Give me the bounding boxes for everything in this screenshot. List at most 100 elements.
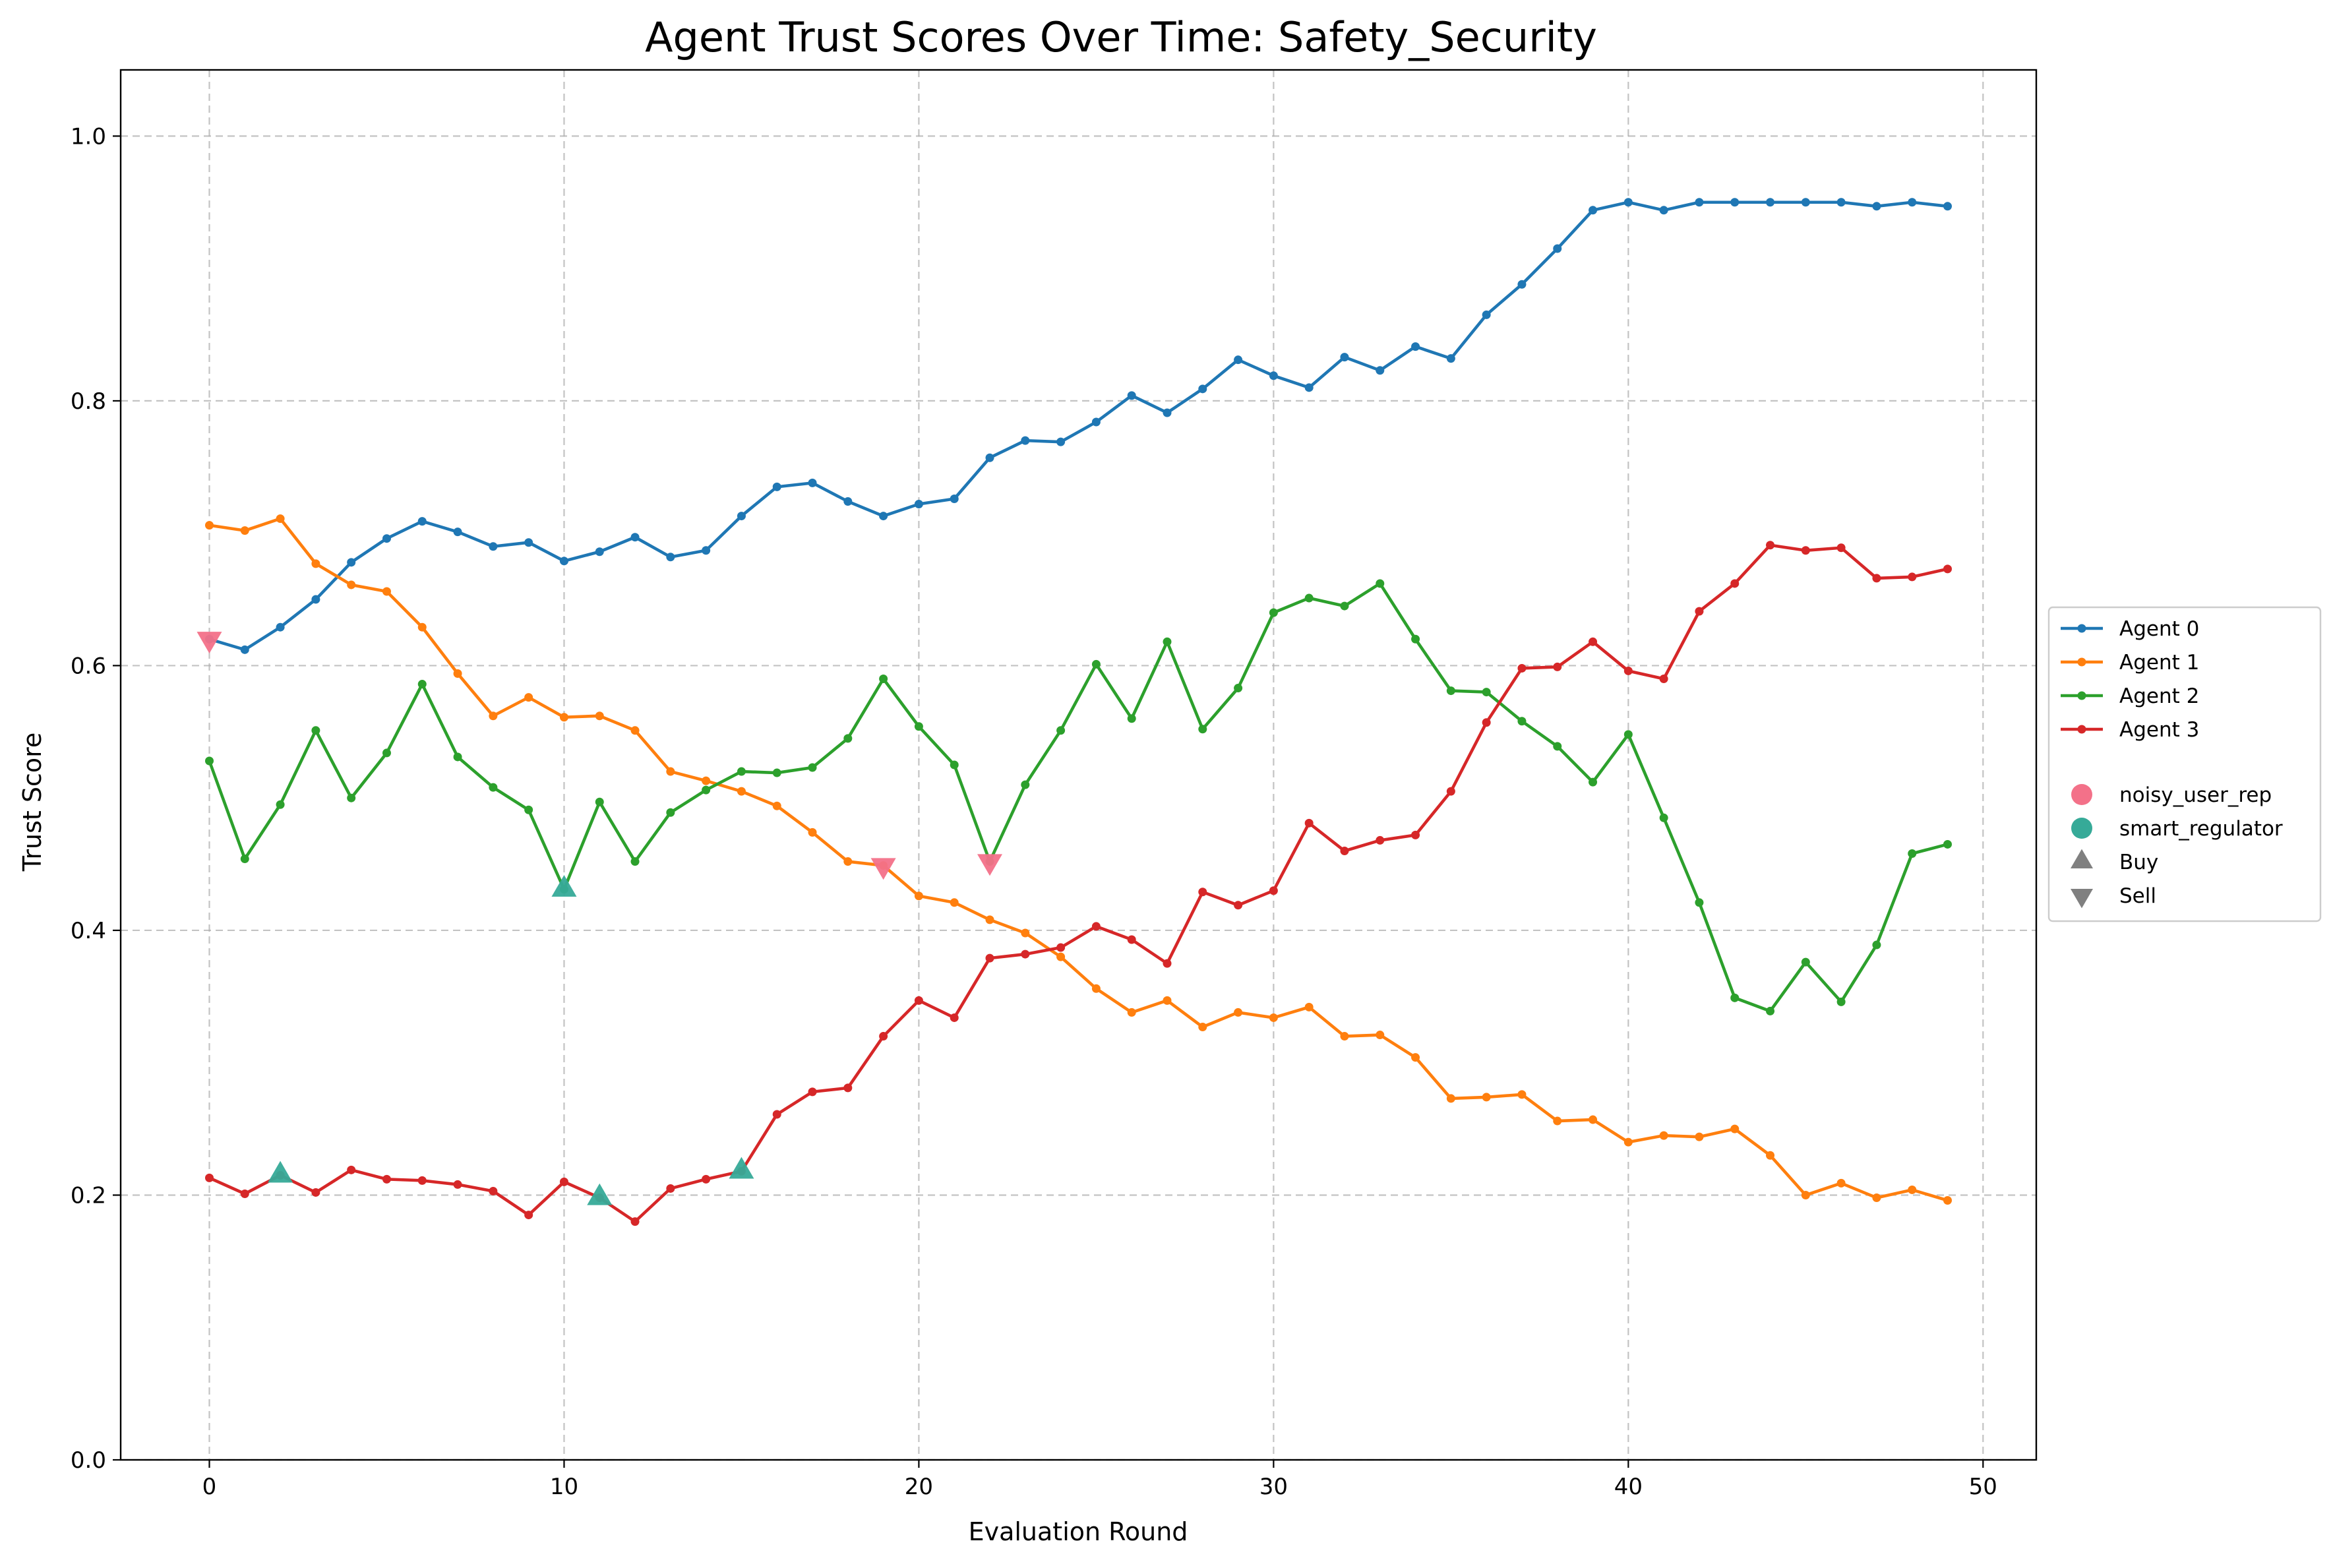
data-point-agent-1 — [204, 521, 214, 530]
legend-label-sell: Sell — [2119, 884, 2156, 908]
data-point-agent-2 — [666, 808, 675, 817]
data-point-agent-0 — [1446, 354, 1455, 363]
y-axis-label: Trust Score — [18, 733, 47, 872]
sell-marker-noisy-user-rep — [870, 858, 896, 880]
data-point-agent-2 — [1198, 725, 1207, 734]
data-point-agent-0 — [595, 547, 604, 557]
data-point-agent-1 — [1943, 1196, 1953, 1205]
data-point-agent-1 — [595, 711, 604, 721]
data-point-agent-2 — [1836, 997, 1846, 1006]
data-point-agent-0 — [914, 499, 923, 508]
data-point-agent-3 — [453, 1180, 462, 1189]
sell-marker-noisy-user-rep — [197, 632, 222, 653]
data-point-agent-2 — [1517, 717, 1527, 726]
data-point-agent-2 — [737, 767, 746, 776]
data-point-agent-0 — [1091, 417, 1101, 427]
data-point-agent-1 — [489, 711, 498, 721]
data-point-agent-2 — [1908, 849, 1917, 859]
data-point-agent-3 — [772, 1110, 781, 1119]
data-point-agent-2 — [1872, 940, 1881, 950]
data-point-agent-1 — [843, 857, 853, 866]
data-point-agent-2 — [1021, 780, 1030, 789]
data-point-agent-0 — [347, 558, 356, 567]
data-point-agent-3 — [347, 1165, 356, 1174]
buy-marker-smart-regulator — [268, 1161, 293, 1183]
data-point-agent-1 — [1908, 1185, 1917, 1194]
data-point-agent-0 — [1801, 198, 1810, 207]
legend-point-agent-2 — [2077, 691, 2086, 700]
data-point-agent-1 — [702, 776, 711, 785]
data-point-agent-2 — [524, 805, 533, 814]
legend-point-agent-3 — [2077, 725, 2086, 734]
data-point-agent-0 — [985, 453, 994, 462]
data-point-agent-1 — [417, 622, 427, 632]
data-point-agent-1 — [1589, 1115, 1598, 1124]
data-point-agent-1 — [1091, 984, 1101, 993]
data-point-agent-2 — [1340, 601, 1349, 611]
data-point-agent-1 — [1553, 1116, 1562, 1126]
data-point-agent-2 — [1730, 993, 1740, 1002]
data-point-agent-0 — [1943, 202, 1953, 211]
data-point-agent-0 — [1659, 206, 1668, 215]
data-point-agent-2 — [843, 734, 853, 743]
data-point-agent-3 — [1376, 835, 1385, 845]
data-point-agent-1 — [1127, 1008, 1136, 1017]
data-point-agent-0 — [1695, 198, 1704, 207]
data-point-agent-1 — [1836, 1178, 1846, 1188]
data-point-agent-0 — [808, 478, 817, 487]
y-tick-label: 0.6 — [71, 653, 106, 679]
data-point-agent-1 — [1056, 952, 1066, 961]
data-point-agent-2 — [772, 768, 781, 777]
data-point-agent-0 — [772, 482, 781, 491]
data-point-agent-3 — [914, 996, 923, 1005]
data-point-agent-3 — [1908, 572, 1917, 582]
data-point-agent-1 — [1695, 1132, 1704, 1141]
data-point-agent-3 — [1269, 886, 1278, 895]
data-point-agent-3 — [879, 1032, 888, 1041]
buy-marker-smart-regulator — [551, 874, 577, 897]
data-point-agent-1 — [276, 514, 285, 524]
data-point-agent-1 — [524, 693, 533, 702]
data-point-agent-3 — [808, 1087, 817, 1097]
trade-markers — [197, 632, 1003, 1205]
data-point-agent-0 — [559, 557, 568, 566]
data-point-agent-3 — [985, 953, 994, 963]
data-point-agent-0 — [1411, 342, 1420, 351]
legend-label-agent-0: Agent 0 — [2119, 617, 2199, 641]
data-point-agent-1 — [1623, 1137, 1633, 1147]
data-point-agent-0 — [1730, 198, 1740, 207]
data-point-agent-0 — [453, 528, 462, 537]
data-point-agent-3 — [417, 1176, 427, 1185]
data-point-agent-1 — [985, 915, 994, 924]
data-point-agent-2 — [347, 793, 356, 802]
data-point-agent-2 — [1056, 726, 1066, 735]
data-point-agent-2 — [1766, 1006, 1775, 1015]
data-point-agent-3 — [1340, 846, 1349, 855]
data-point-agent-1 — [347, 580, 356, 589]
data-point-agent-1 — [914, 891, 923, 901]
data-point-agent-3 — [1234, 901, 1243, 910]
data-point-agent-3 — [1659, 675, 1668, 684]
data-point-agent-1 — [1198, 1023, 1207, 1032]
data-point-agent-0 — [1340, 353, 1349, 362]
data-point-agent-3 — [1163, 959, 1172, 968]
data-point-agent-2 — [808, 763, 817, 772]
data-point-agent-3 — [1304, 818, 1314, 828]
data-point-agent-0 — [702, 546, 711, 555]
data-point-agent-3 — [1872, 574, 1881, 583]
data-point-agent-3 — [240, 1189, 249, 1198]
data-point-agent-1 — [1411, 1053, 1420, 1062]
y-tick-label: 0.2 — [71, 1182, 106, 1209]
data-point-agent-3 — [702, 1174, 711, 1184]
x-tick-label: 30 — [1259, 1474, 1288, 1500]
data-point-agent-0 — [240, 645, 249, 654]
data-point-agent-1 — [1269, 1013, 1278, 1022]
data-point-agent-0 — [1836, 198, 1846, 207]
data-point-agent-1 — [382, 587, 391, 596]
legend-label-agent-2: Agent 2 — [2119, 684, 2199, 708]
data-point-agent-2 — [1659, 813, 1668, 822]
plot-frame — [119, 69, 2038, 1461]
data-point-agent-3 — [489, 1186, 498, 1195]
data-point-agent-3 — [524, 1211, 533, 1220]
legend-label-buy: Buy — [2119, 851, 2158, 874]
